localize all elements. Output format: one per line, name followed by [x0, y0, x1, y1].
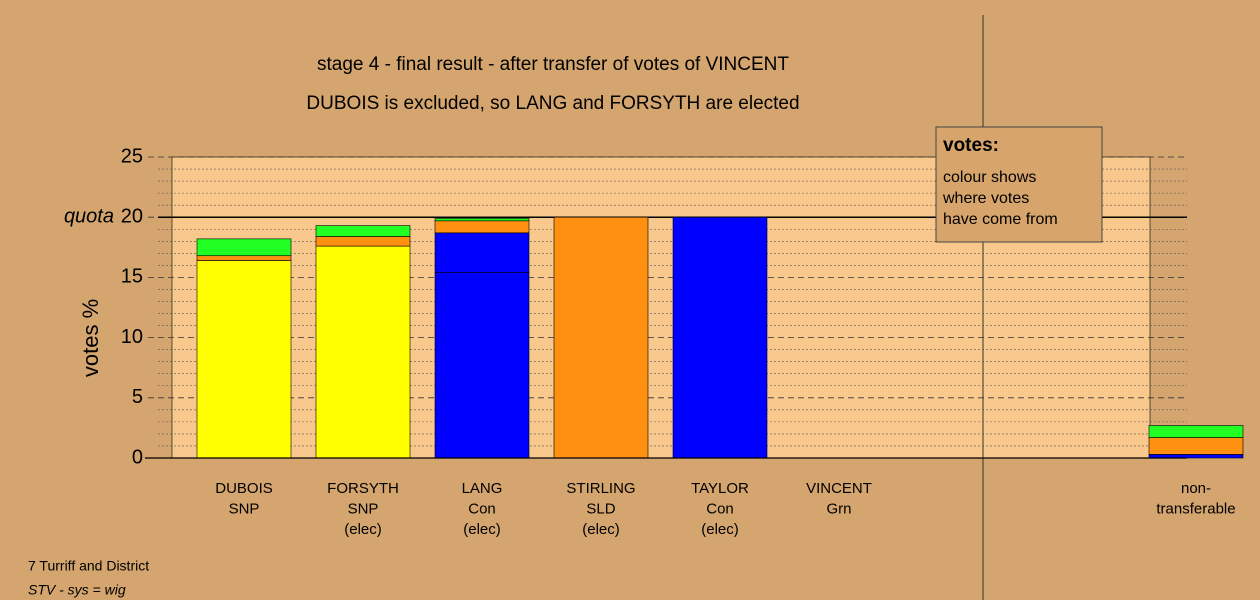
- bar-segment: [315, 225, 411, 237]
- y-tick-label: 15: [121, 266, 143, 288]
- bar-segment: [434, 272, 530, 459]
- chart-title: stage 4 - final result - after transfer …: [317, 54, 789, 75]
- x-tick-label: non-: [1181, 480, 1211, 497]
- x-tick-label: transferable: [1156, 500, 1235, 517]
- legend-text: colour shows: [943, 169, 1036, 186]
- bar-segment: [196, 238, 292, 257]
- x-tick-label: (elec): [582, 521, 620, 538]
- x-tick-label: DUBOIS: [215, 480, 273, 497]
- y-tick-label: 20: [121, 205, 143, 227]
- x-tick-label: VINCENT: [806, 480, 872, 497]
- x-tick-label: STIRLING: [566, 480, 635, 497]
- x-tick-label: FORSYTH: [327, 480, 399, 497]
- bar-segment: [1148, 425, 1244, 438]
- x-tick-label: LANG: [462, 480, 503, 497]
- x-tick-label: SNP: [348, 500, 379, 517]
- bar-segment: [553, 216, 649, 459]
- quota-label: quota: [64, 205, 114, 227]
- legend-text: where votes: [942, 190, 1029, 207]
- bar-segment: [315, 245, 411, 459]
- x-tick-label: Grn: [826, 500, 851, 517]
- y-tick-label: 10: [121, 326, 143, 348]
- legend-box: [935, 126, 1103, 243]
- footer-system: STV - sys = wig: [28, 582, 126, 598]
- bar-segment: [196, 255, 292, 261]
- bar-segment: [1148, 437, 1244, 455]
- legend-text: have come from: [943, 211, 1058, 228]
- bar-segment: [434, 220, 530, 234]
- x-tick-label: (elec): [344, 521, 382, 538]
- footer-district: 7 Turriff and District: [28, 558, 149, 574]
- bar-segment: [196, 260, 292, 459]
- x-tick-label: (elec): [463, 521, 501, 538]
- y-axis-label: votes %: [78, 299, 103, 377]
- x-tick-label: Con: [706, 500, 734, 517]
- bar-segment: [315, 236, 411, 247]
- chart-subtitle: DUBOIS is excluded, so LANG and FORSYTH …: [306, 93, 799, 114]
- y-tick-label: 5: [132, 386, 143, 408]
- legend-title: votes:: [943, 135, 999, 156]
- x-tick-label: TAYLOR: [691, 480, 749, 497]
- y-tick-label: 0: [132, 446, 143, 468]
- bar-segment: [434, 218, 530, 222]
- y-tick-label: 25: [121, 145, 143, 167]
- bar-segment: [434, 232, 530, 273]
- x-tick-label: Con: [468, 500, 496, 517]
- x-tick-label: SNP: [229, 500, 260, 517]
- bar-segment: [672, 216, 768, 459]
- x-tick-label: SLD: [586, 500, 615, 517]
- x-tick-label: (elec): [701, 521, 739, 538]
